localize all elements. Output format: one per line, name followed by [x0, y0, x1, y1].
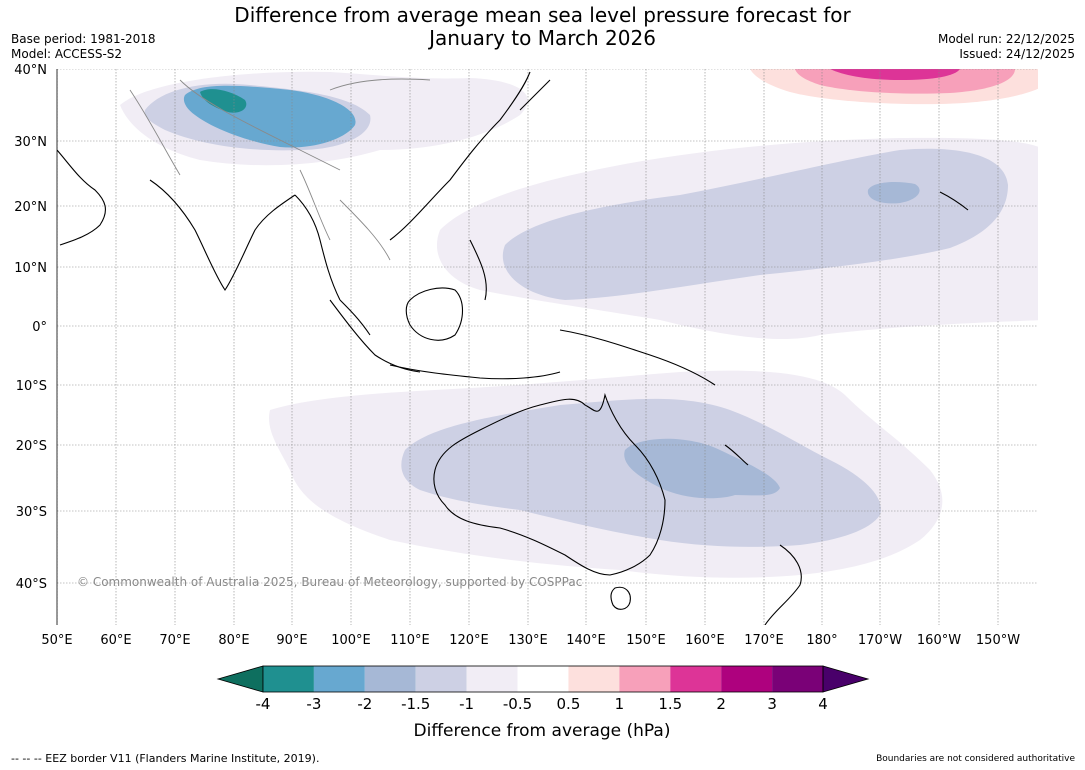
colorbar-swatch — [313, 666, 365, 692]
colorbar-tick-label: 0.5 — [557, 695, 581, 713]
colorbar-tick-label: -2 — [357, 695, 372, 713]
lon-label: 110°E — [390, 633, 430, 648]
colorbar-swatch — [721, 666, 773, 692]
issued-date: Issued: 24/12/2025 — [959, 47, 1075, 61]
title-line-1: Difference from average mean sea level p… — [234, 3, 851, 27]
anomaly-fills — [120, 69, 1038, 578]
border-india-china — [179, 79, 341, 171]
coast-australia — [433, 392, 666, 576]
lon-label: 180° — [806, 633, 837, 648]
colorbar-tick-label: 1.5 — [658, 695, 682, 713]
lon-label: 50°E — [41, 633, 72, 648]
map-area: © Commonwealth of Australia 2025, Bureau… — [57, 69, 1038, 625]
lon-label: 150°E — [626, 633, 666, 648]
lon-label: 160°W — [917, 633, 961, 648]
coastlines — [57, 71, 969, 625]
colorbar-tick-label: -1 — [459, 695, 474, 713]
anomaly-region-high-3 — [830, 69, 960, 80]
map-title: Difference from average mean sea level p… — [0, 4, 1085, 50]
lat-axis: 40°N 30°N 20°N 10°N 0° 10°S 20°S 30°S 40°S — [14, 63, 47, 592]
lat-label: 10°S — [16, 379, 47, 394]
model-name: Model: ACCESS-S2 — [11, 47, 123, 61]
lon-axis: 50°E 60°E 70°E 80°E 90°E 100°E 110°E 120°E 130°E… — [41, 633, 1020, 648]
colorbar-swatch — [415, 666, 467, 692]
lon-label: 80°E — [218, 633, 249, 648]
lon-label: 170°E — [744, 633, 784, 648]
lat-label: 10°N — [14, 261, 47, 276]
lon-label: 120°E — [449, 633, 489, 648]
lat-label: 40°S — [16, 577, 47, 592]
base-period: Base period: 1981-2018 — [11, 32, 156, 46]
lon-label: 170°W — [858, 633, 902, 648]
lon-label: 160°E — [685, 633, 725, 648]
coast-malay — [339, 299, 371, 336]
copyright-notice: © Commonwealth of Australia 2025, Bureau… — [77, 575, 582, 589]
lat-label: 20°N — [14, 200, 47, 215]
coast-new-caledonia — [724, 444, 749, 466]
coast-tasmania — [610, 586, 631, 610]
colorbar-tick-label: 4 — [818, 695, 828, 713]
colorbar-swatch — [517, 666, 569, 692]
colorbar-swatch — [263, 666, 314, 692]
colorbar-tick-label: -4 — [256, 695, 271, 713]
colorbar-swatch — [772, 666, 823, 692]
colorbar-tick-label: 3 — [767, 695, 777, 713]
border-mongolia — [329, 78, 431, 91]
colorbar-tick-label: -0.5 — [503, 695, 532, 713]
coast-borneo — [405, 287, 464, 341]
lat-label: 40°N — [14, 63, 47, 78]
colorbar-arrow-low — [216, 665, 264, 693]
colorbar: -4 -3 -2 -1.5 -1 -0.5 0.5 1 1.5 2 3 4 — [216, 665, 870, 713]
graticule — [57, 69, 1038, 625]
lon-label: 60°E — [100, 633, 131, 648]
lat-label: 0° — [32, 320, 47, 335]
lat-label: 30°S — [16, 505, 47, 520]
colorbar-tick-label: -1.5 — [401, 695, 430, 713]
colorbar-tick-label: 2 — [716, 695, 726, 713]
meta-right: Model run: 22/12/2025 Issued: 24/12/2025 — [938, 32, 1075, 62]
coast-india — [149, 179, 296, 291]
coast-new-guinea — [559, 329, 716, 386]
meta-left: Base period: 1981-2018 Model: ACCESS-S2 — [11, 32, 156, 62]
eez-note: -- -- -- EEZ border V11 (Flanders Marine… — [11, 752, 320, 765]
lon-label: 130°E — [508, 633, 548, 648]
border-myanmar — [299, 169, 331, 241]
colorbar-swatch — [670, 666, 722, 692]
coast-sumatra — [329, 299, 421, 373]
anomaly-region-npac-core — [867, 182, 920, 204]
lat-label: 30°N — [14, 135, 47, 150]
lon-label: 70°E — [159, 633, 190, 648]
colorbar-swatch — [364, 666, 416, 692]
colorbar-swatch — [466, 666, 518, 692]
lon-label: 90°E — [276, 633, 307, 648]
border-pakistan — [129, 89, 181, 176]
coast-arabia — [57, 149, 106, 246]
colorbar-tick-label: -3 — [306, 695, 321, 713]
coast-new-zealand — [764, 544, 802, 625]
lon-label: 140°E — [566, 633, 606, 648]
lat-label: 20°S — [16, 439, 47, 454]
border-indochina — [339, 199, 391, 261]
coast-philippines — [469, 239, 487, 301]
colorbar-swatch — [619, 666, 671, 692]
lon-label: 150°W — [976, 633, 1020, 648]
coast-java — [389, 364, 561, 380]
coast-bay-bengal — [294, 194, 341, 301]
colorbar-tick-label: 1 — [615, 695, 625, 713]
colorbar-swatch — [568, 666, 620, 692]
title-line-2: January to March 2026 — [429, 26, 656, 50]
anomaly-region-himalaya-3 — [200, 89, 247, 113]
country-borders — [129, 78, 431, 261]
model-run: Model run: 22/12/2025 — [937, 32, 1075, 46]
anomaly-region-aus-core — [624, 438, 780, 499]
colorbar-outline — [262, 665, 824, 693]
boundary-disclaimer: Boundaries are not considered authoritat… — [876, 754, 1075, 764]
coast-china — [389, 71, 531, 241]
colorbar-title: Difference from average (hPa) — [414, 721, 671, 741]
lon-label: 100°E — [331, 633, 371, 648]
coast-hawaii — [939, 191, 969, 211]
colorbar-arrow-high — [822, 665, 870, 693]
coast-korea-japan — [519, 79, 551, 111]
